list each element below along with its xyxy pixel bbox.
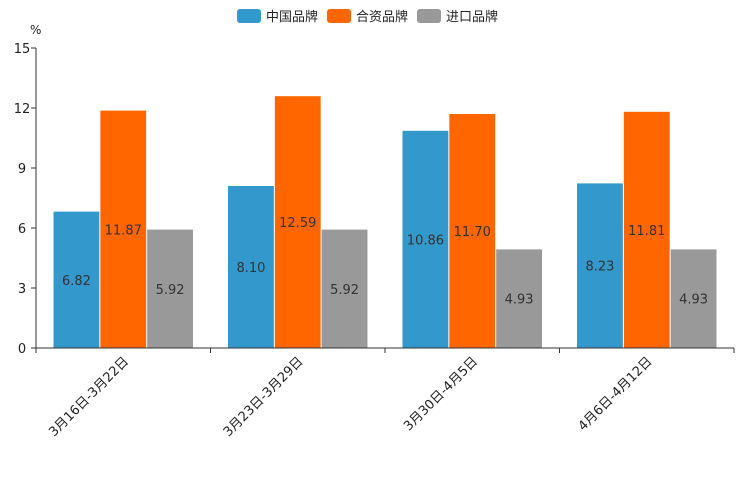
bar-1-0 xyxy=(100,110,147,348)
bar-0-2 xyxy=(402,130,449,348)
x-tick-label: 3月16日-3月22日 xyxy=(46,354,132,440)
legend-swatch-0 xyxy=(237,9,261,23)
bar-value-label: 4.93 xyxy=(679,293,708,308)
legend: 中国品牌 合资品牌 进口品牌 xyxy=(237,9,498,25)
bar-0-0 xyxy=(53,211,100,348)
bar-value-label: 4.93 xyxy=(505,293,534,308)
bar-1-3 xyxy=(623,111,670,348)
x-tick-label: 3月23日-3月29日 xyxy=(221,354,307,440)
bar-value-label: 11.81 xyxy=(628,224,665,239)
bar-value-label: 8.23 xyxy=(585,260,614,275)
legend-swatch-2 xyxy=(417,9,441,23)
x-axis: 3月16日-3月22日 3月23日-3月29日 3月30日-4月5日 4月6日-4月1… xyxy=(35,347,735,440)
x-tick-label: 4月6日-4月12日 xyxy=(576,354,656,434)
bar-value-label: 6.82 xyxy=(62,274,91,289)
bar-value-label: 10.86 xyxy=(407,233,444,248)
legend-label-1: 合资品牌 xyxy=(356,9,408,25)
bar-value-label: 5.92 xyxy=(330,283,359,298)
y-axis-unit: % xyxy=(30,23,41,37)
y-tick-label: 6 xyxy=(18,222,26,237)
bar-value-label: 11.70 xyxy=(454,225,491,240)
y-tick-label: 0 xyxy=(18,342,26,357)
y-tick-label: 9 xyxy=(18,162,26,177)
legend-swatch-1 xyxy=(327,9,351,23)
bar-1-2 xyxy=(449,114,496,348)
y-tick-label: 3 xyxy=(18,282,26,297)
bar-2-3 xyxy=(670,249,717,348)
bars: 6.82 8.10 10.86 8.23 11.87 12.59 11.70 11.81 5.9… xyxy=(53,96,717,348)
legend-label-2: 进口品牌 xyxy=(446,9,498,25)
bar-value-label: 12.59 xyxy=(279,216,316,231)
bar-2-1 xyxy=(321,229,368,348)
y-tick-label: 15 xyxy=(14,42,31,57)
bar-2-0 xyxy=(147,229,193,348)
y-axis: 0 3 6 9 12 15 xyxy=(14,42,37,357)
bar-1-1 xyxy=(274,96,321,348)
bar-0-3 xyxy=(577,183,623,348)
legend-label-0: 中国品牌 xyxy=(266,9,318,25)
y-tick-label: 12 xyxy=(14,102,31,117)
bar-0-1 xyxy=(228,186,274,348)
x-tick-label: 3月30日-4月5日 xyxy=(401,354,481,434)
bar-value-label: 5.92 xyxy=(156,283,185,298)
bar-value-label: 11.87 xyxy=(105,223,142,238)
bar-2-2 xyxy=(496,249,542,348)
bar-value-label: 8.10 xyxy=(236,261,265,276)
